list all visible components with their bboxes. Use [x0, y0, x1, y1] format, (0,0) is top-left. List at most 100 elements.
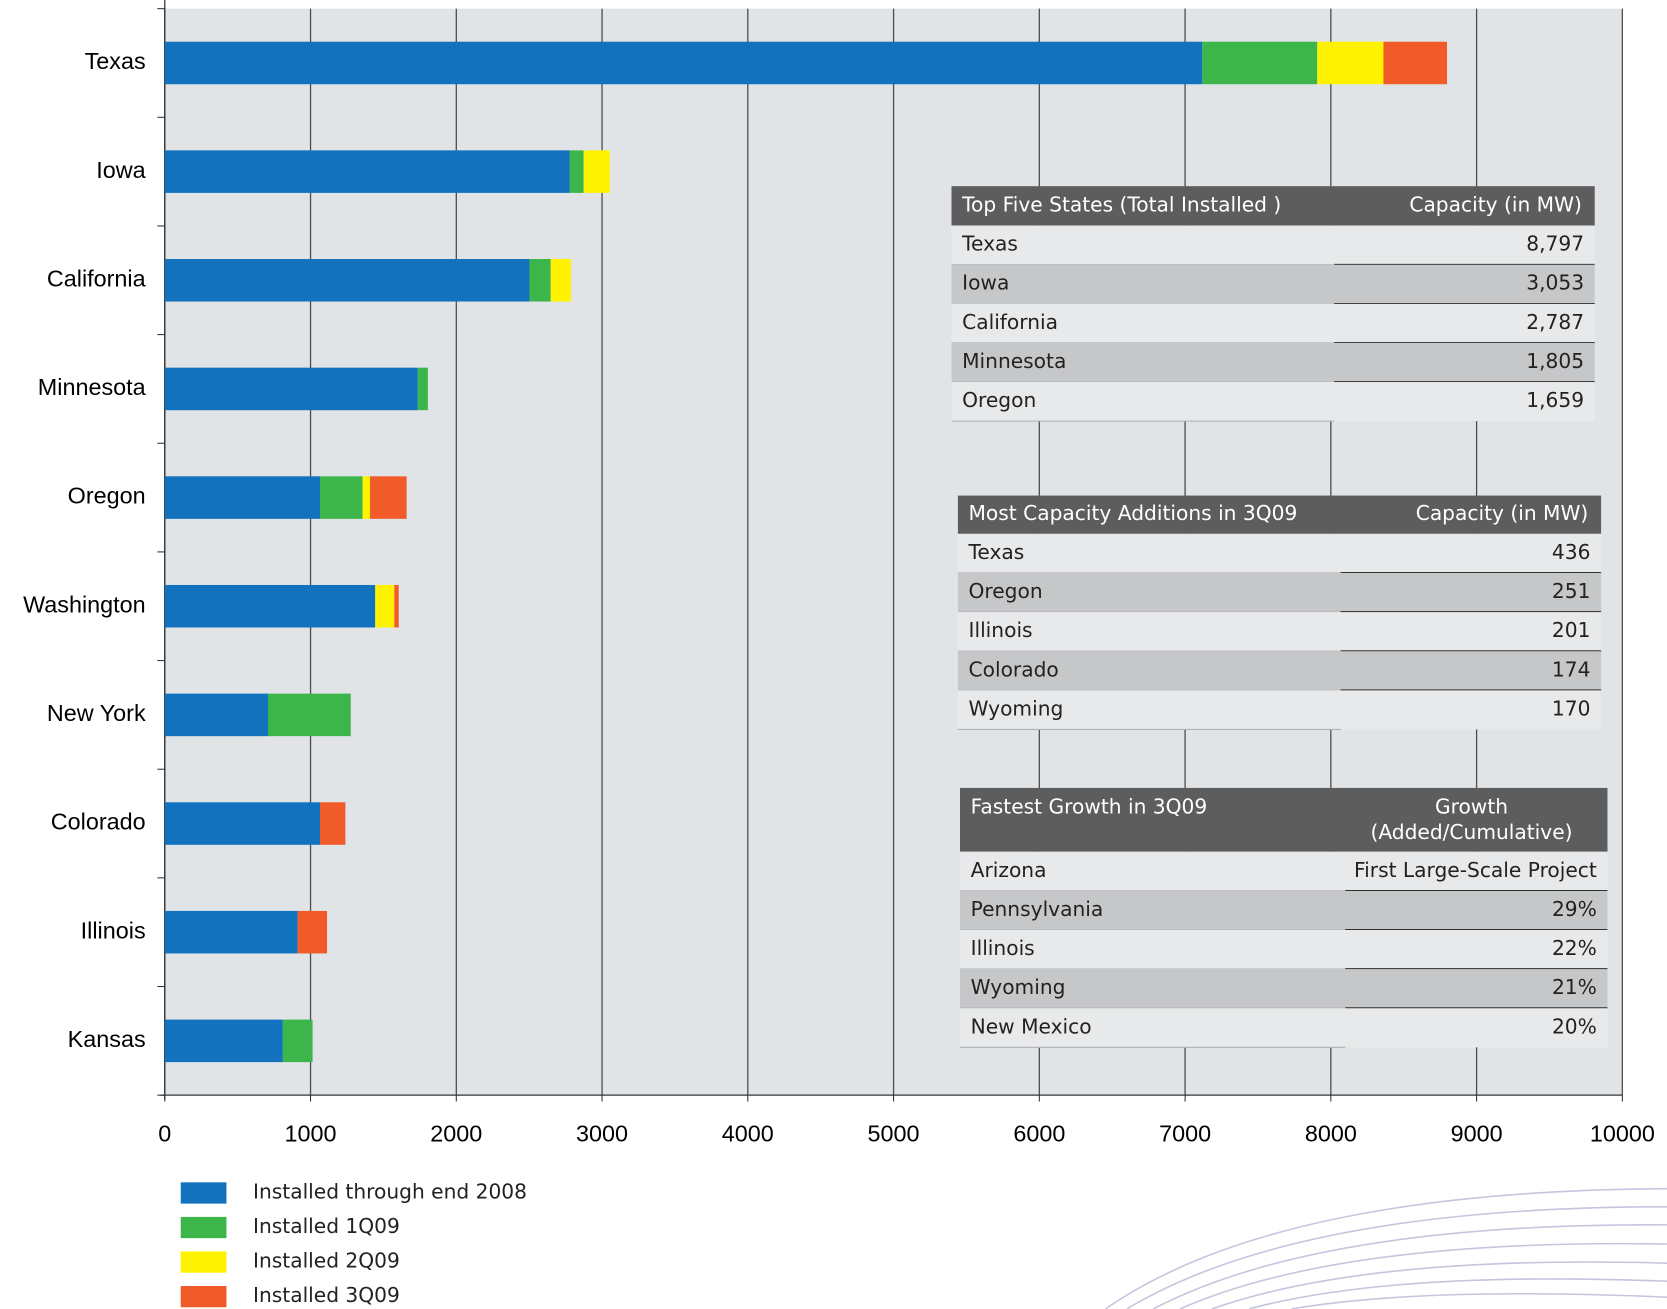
table-cell: 20%	[1552, 1014, 1597, 1038]
table-cell: Wyoming	[971, 975, 1066, 999]
x-tick-label: 7000	[1159, 1121, 1211, 1147]
table-row	[957, 690, 1602, 730]
x-tick-label: 9000	[1451, 1121, 1503, 1147]
table-cell: 170	[1552, 696, 1591, 720]
y-tick-label: Iowa	[96, 157, 145, 183]
bar-segment	[164, 259, 530, 302]
table-header-cell: Growth	[1435, 795, 1508, 819]
table-header-cell: Capacity (in MW)	[1409, 192, 1582, 216]
table-header-cell: (Added/Cumulative)	[1370, 820, 1572, 844]
legend-swatch	[180, 1216, 227, 1239]
table-cell: New Mexico	[971, 1014, 1092, 1038]
table-row	[960, 929, 1608, 970]
table-row	[957, 651, 1602, 691]
x-tick-label: 2000	[430, 1121, 482, 1147]
table-cell: 21%	[1552, 975, 1597, 999]
bar-segment	[164, 910, 298, 954]
table-cell: First Large-Scale Project	[1354, 858, 1597, 882]
table-cell: 2,787	[1526, 310, 1584, 334]
x-tick-label: 8000	[1305, 1121, 1357, 1147]
y-tick-label: Kansas	[68, 1026, 146, 1052]
bar-segment	[1317, 41, 1384, 85]
table-cell: Texas	[961, 232, 1018, 256]
y-tick-label: Oregon	[68, 483, 146, 509]
legend-label: Installed 3Q09	[253, 1283, 400, 1307]
y-tick-label: New York	[47, 700, 146, 726]
table-cell: Colorado	[969, 657, 1059, 681]
decoration	[1105, 1187, 1667, 1309]
table-cell: 1,805	[1526, 349, 1584, 373]
bar-segment	[583, 150, 610, 193]
bar-segment	[164, 476, 321, 519]
table-header-cell: Top Five States (Total Installed )	[961, 192, 1281, 216]
table-cell: Oregon	[962, 388, 1036, 412]
table-cell: 8,797	[1526, 232, 1584, 256]
table-row	[951, 264, 1595, 304]
table-header	[957, 495, 1602, 534]
table-cell: Wyoming	[969, 696, 1064, 720]
table-cell: Pennsylvania	[971, 897, 1104, 921]
x-tick-label: 3000	[576, 1121, 628, 1147]
table-header	[951, 186, 1595, 226]
y-tick-label: Texas	[85, 48, 146, 74]
table-cell: Illinois	[969, 618, 1033, 642]
legend-label: Installed 1Q09	[253, 1214, 400, 1238]
table-cell: 22%	[1552, 936, 1597, 960]
legend-swatch	[180, 1182, 227, 1204]
bar-segment	[375, 584, 395, 628]
table-row	[960, 890, 1608, 930]
legend-swatch	[180, 1251, 227, 1273]
table-cell: Illinois	[971, 936, 1035, 960]
table-header-cell: Fastest Growth in 3Q09	[971, 795, 1208, 819]
table-cell: Texas	[968, 540, 1025, 564]
table-cell: California	[962, 310, 1058, 334]
legend-label: Installed through end 2008	[253, 1179, 527, 1203]
bar-segment	[164, 1019, 283, 1063]
legend-swatch	[180, 1286, 227, 1308]
table-cell: Minnesota	[962, 349, 1066, 373]
bar-segment	[550, 259, 572, 302]
x-tick-label: 6000	[1013, 1121, 1065, 1147]
y-tick-label: Illinois	[81, 917, 146, 943]
table-row	[960, 1008, 1608, 1048]
bar-segment	[267, 693, 351, 737]
table-cell: Oregon	[969, 579, 1043, 603]
bar-segment	[320, 476, 363, 519]
bar-segment	[282, 1019, 313, 1063]
bar-segment	[164, 150, 570, 193]
bar-segment	[164, 802, 321, 845]
table-header-cell: Most Capacity Additions in 3Q09	[969, 501, 1298, 525]
table-cell: 1,659	[1526, 388, 1584, 412]
table-row	[951, 342, 1595, 383]
table-row	[960, 851, 1608, 891]
bar-segment	[1202, 41, 1318, 85]
table-row	[951, 225, 1595, 265]
table-row	[951, 303, 1595, 343]
bar-segment	[529, 259, 551, 302]
bar-segment	[320, 802, 346, 845]
table-row	[957, 533, 1602, 573]
bar-segment	[297, 910, 328, 954]
table-cell: 251	[1552, 579, 1591, 603]
table-cell: 201	[1552, 618, 1591, 642]
bar-segment	[569, 150, 584, 193]
bar-segment	[1383, 41, 1448, 85]
bar-segment	[370, 476, 407, 519]
y-tick-label: California	[47, 265, 146, 291]
table-row	[957, 612, 1602, 652]
x-tick-label: 5000	[868, 1121, 920, 1147]
x-tick-label: 0	[158, 1121, 171, 1147]
table-header	[960, 787, 1608, 852]
table-header-cell: Capacity (in MW)	[1416, 501, 1589, 525]
bar-segment	[164, 41, 1203, 85]
bar-segment	[164, 693, 268, 737]
bar-segment	[164, 584, 376, 628]
y-tick-label: Colorado	[51, 809, 146, 835]
bar-segment	[362, 476, 371, 519]
bar-segment	[164, 367, 418, 411]
table-row	[957, 572, 1602, 613]
y-tick-label: Minnesota	[38, 374, 146, 400]
legend-label: Installed 2Q09	[253, 1249, 400, 1273]
table-cell: Arizona	[971, 858, 1047, 882]
